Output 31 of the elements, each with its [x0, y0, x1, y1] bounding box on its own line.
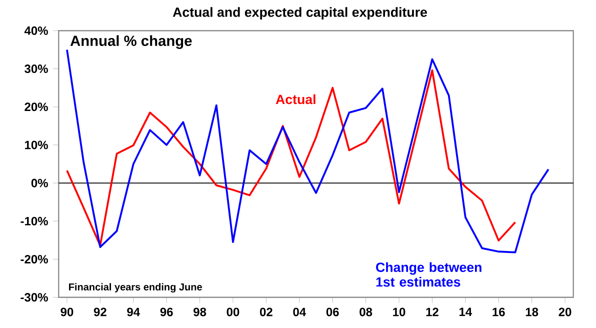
x-tick-label: 06	[326, 308, 339, 316]
y-tick-label: 20%	[24, 102, 48, 112]
x-tick-label: 12	[426, 308, 438, 316]
annotation: Financial years ending June	[69, 283, 202, 292]
y-tick-label: -30%	[20, 293, 48, 302]
x-tick-label: 90	[60, 308, 74, 316]
chart-title: Actual and expected capital expenditure	[172, 7, 427, 20]
x-tick-label: 16	[492, 308, 505, 316]
x-tick-label: 10	[393, 308, 406, 316]
y-tick-label: 0%	[31, 178, 48, 188]
x-tick-label: 04	[293, 308, 306, 316]
y-tick-label: -10%	[20, 216, 48, 226]
x-tick-label: 20	[558, 308, 572, 316]
x-tick-label: 98	[194, 308, 206, 316]
x-tick-label: 92	[94, 308, 106, 316]
y-tick-label: -20%	[20, 254, 48, 264]
series-label: Actual	[276, 94, 316, 104]
y-tick-label: 40%	[24, 26, 48, 35]
series-label: Change between 1st estimates	[376, 262, 482, 287]
line-series	[66, 69, 516, 246]
annotation: Annual % change	[70, 35, 192, 49]
x-tick-label: 18	[526, 308, 538, 316]
x-tick-label: 00	[226, 308, 240, 316]
y-tick-label: 30%	[24, 64, 48, 74]
x-tick-label: 94	[127, 308, 140, 316]
x-tick-label: 02	[260, 308, 272, 316]
line-series	[66, 48, 550, 254]
x-tick-label: 08	[360, 308, 372, 316]
y-tick-label: 10%	[25, 140, 48, 150]
x-tick-label: 96	[160, 308, 173, 316]
x-tick-label: 14	[459, 308, 472, 316]
